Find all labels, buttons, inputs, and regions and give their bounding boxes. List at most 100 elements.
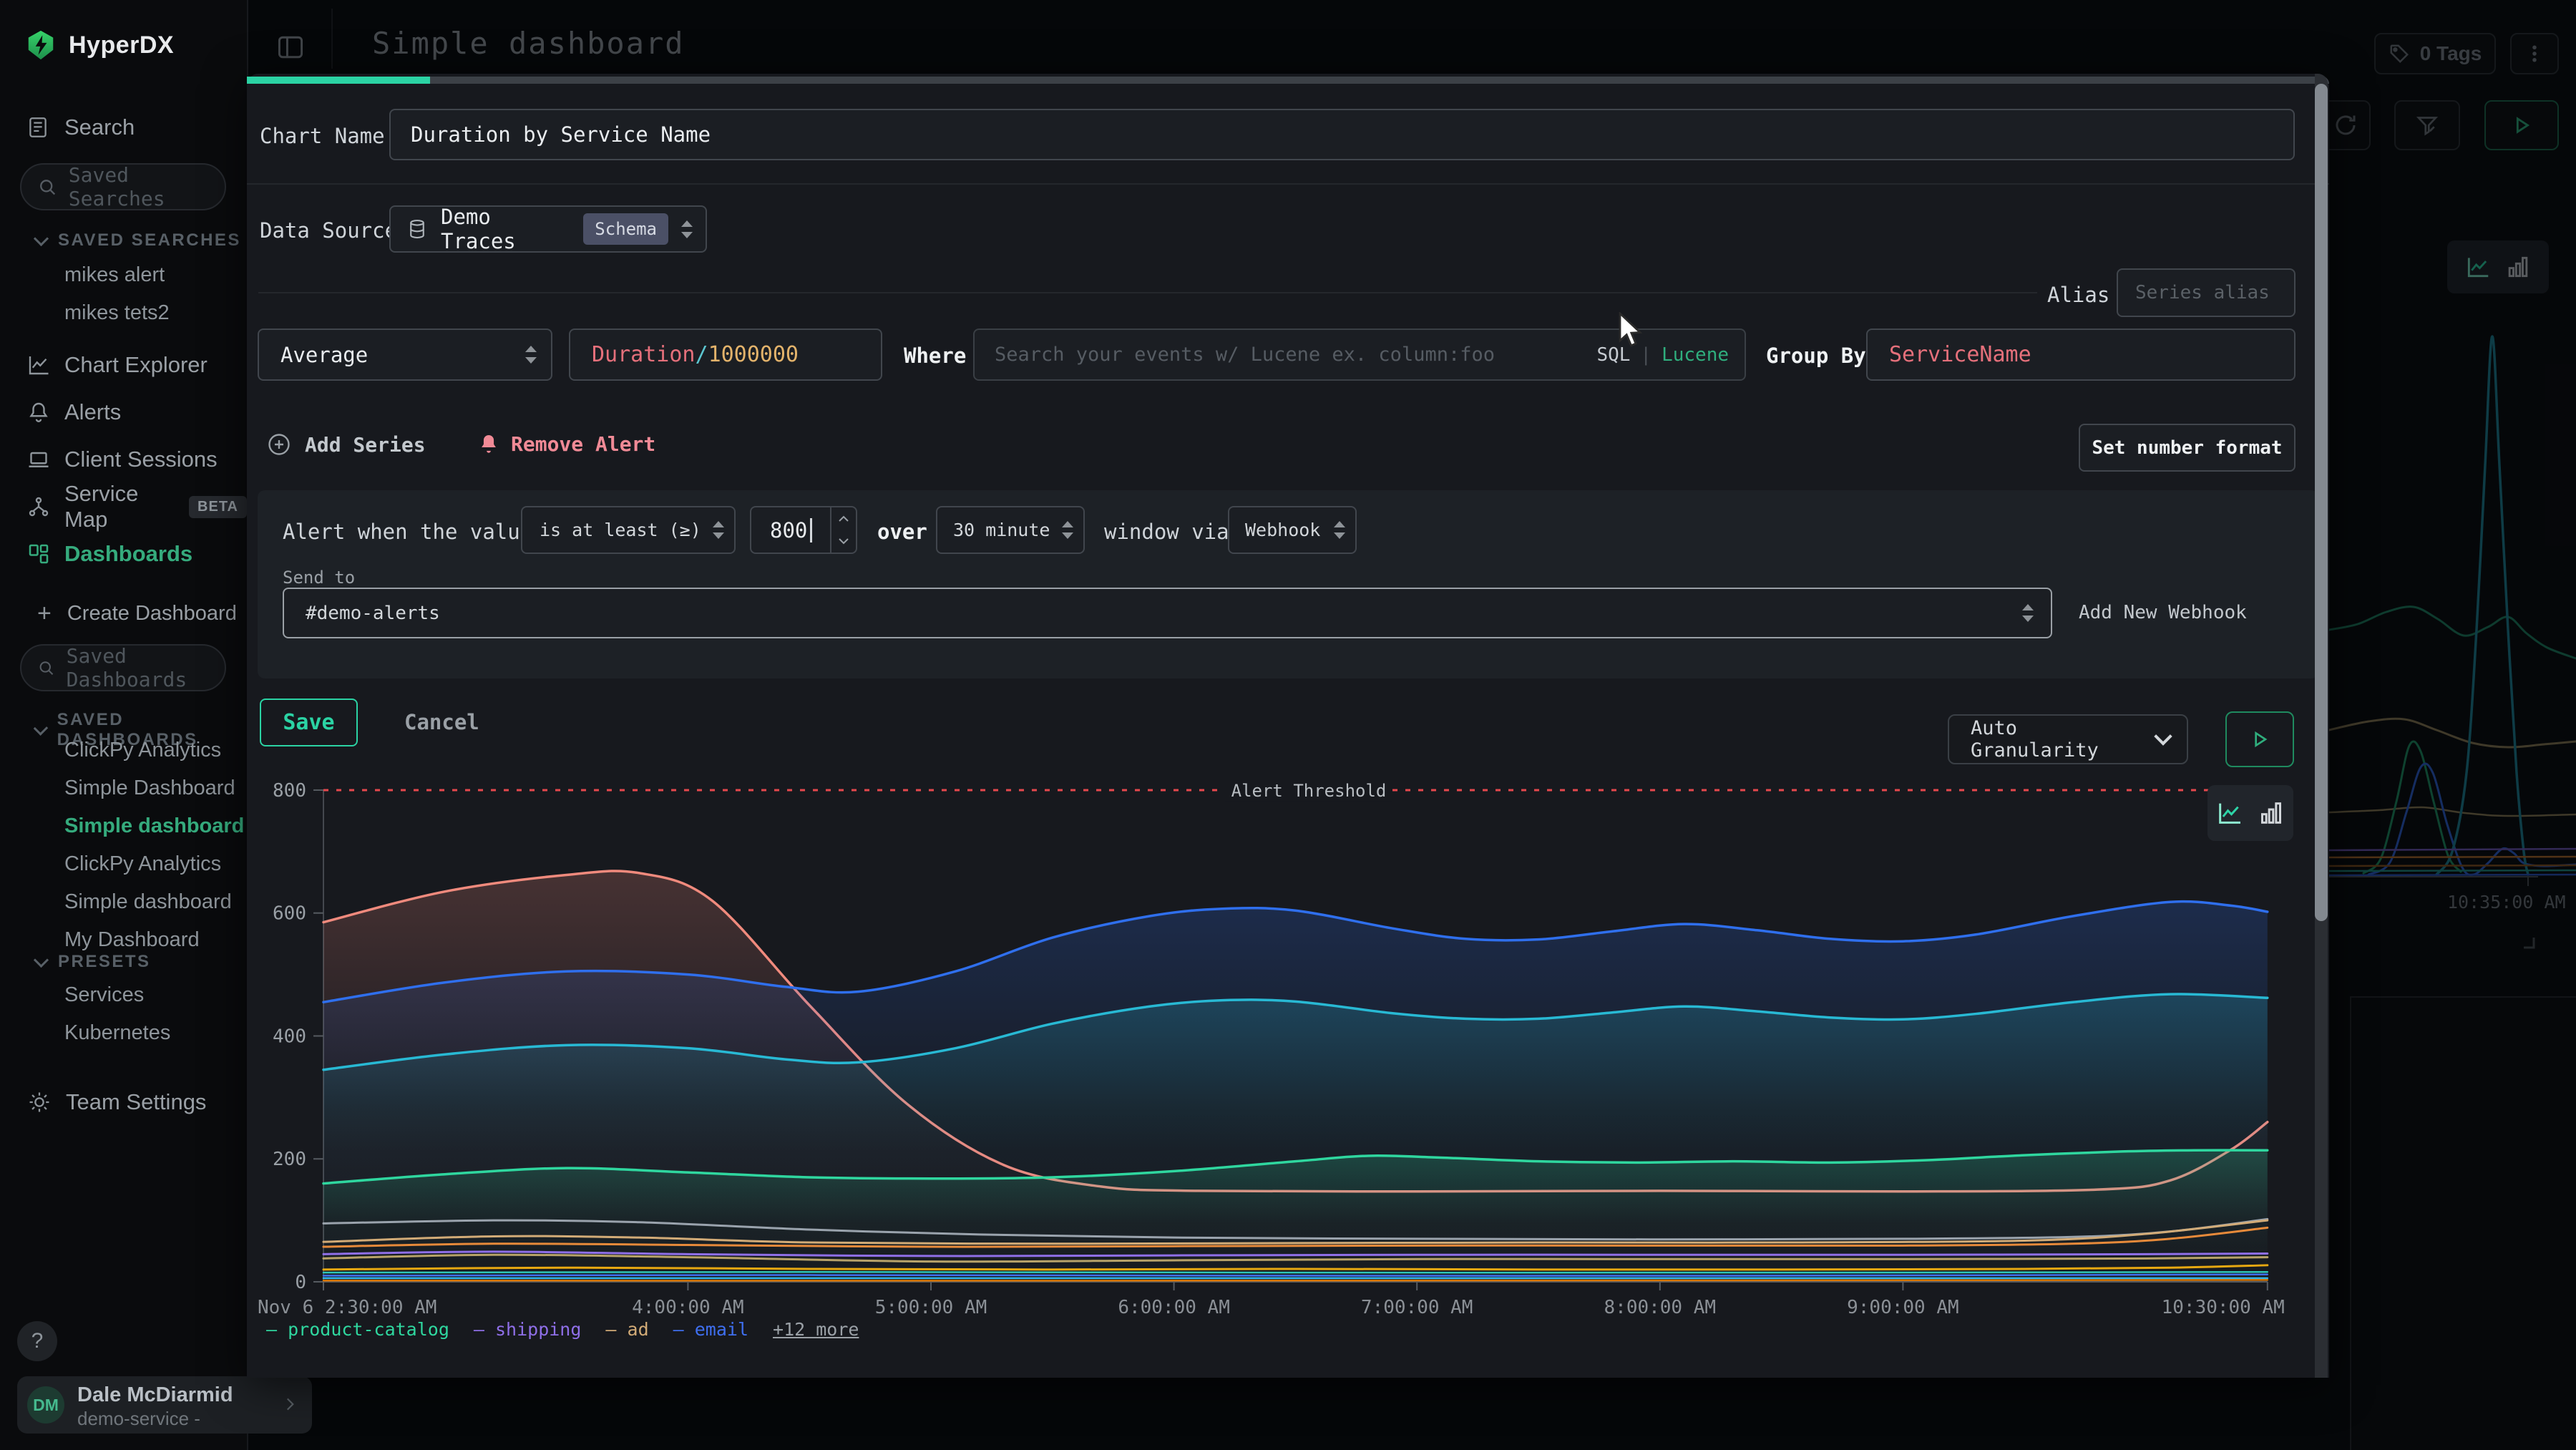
underlying-panel (2350, 996, 2576, 1450)
sidebar-item-team-settings[interactable]: Team Settings (27, 1089, 206, 1115)
plus-circle-icon (268, 434, 290, 455)
saved-dashboards-input[interactable]: Saved Dashboards (20, 644, 226, 691)
legend-item[interactable]: — email (673, 1319, 749, 1340)
expression-input[interactable]: Duration/1000000 (569, 329, 882, 381)
where-label: Where (904, 344, 967, 368)
header-divider (331, 9, 333, 69)
kebab-menu-button[interactable] (2510, 33, 2559, 74)
svg-text:Nov 6 2:30:00 AM: Nov 6 2:30:00 AM (258, 1297, 436, 1318)
filter-button[interactable] (2394, 100, 2460, 150)
saved-dashboards-header[interactable]: SAVED DASHBOARDS (33, 710, 247, 750)
sidebar-item-dashboards[interactable]: Dashboards (0, 531, 247, 577)
saved-searches-input[interactable]: Saved Searches (20, 163, 226, 210)
sidebar-item-chart-explorer[interactable]: Chart Explorer (0, 342, 247, 388)
saved-dashboards-list: ClickPy Analytics Simple Dashboard Simple … (0, 731, 247, 959)
modal-run-button[interactable] (2225, 711, 2294, 767)
select-chevrons-icon (681, 220, 693, 238)
saved-dashboard-item[interactable]: My Dashboard (64, 928, 200, 951)
chevron-down-icon (33, 230, 49, 246)
cancel-button[interactable]: Cancel (404, 710, 479, 734)
saved-dashboard-item[interactable]: Simple dashboard (64, 890, 232, 913)
legend-item[interactable]: — shipping (473, 1319, 582, 1340)
line-chart-icon[interactable] (2215, 799, 2244, 827)
bar-chart-icon[interactable] (2504, 253, 2532, 281)
alert-channel-select[interactable]: Webhook (1228, 506, 1357, 554)
svg-text:10:30:00 AM: 10:30:00 AM (2162, 1297, 2285, 1318)
data-source-select[interactable]: Demo Traces Schema (389, 205, 707, 253)
sidebar-item-service-map[interactable]: Service Map BETA (0, 481, 247, 532)
remove-alert-button[interactable]: Remove Alert (477, 432, 655, 456)
legend-item[interactable]: — product-catalog (266, 1319, 449, 1340)
divider (258, 292, 2037, 293)
set-number-format-button[interactable]: Set number format (2079, 424, 2296, 472)
svg-text:7:00:00 AM: 7:00:00 AM (1361, 1297, 1473, 1318)
sidebar-item-search[interactable]: Search (26, 115, 135, 140)
expression-field: Duration (592, 342, 696, 367)
tags-button-label: 0 Tags (2419, 42, 2482, 64)
select-chevrons-icon (1062, 521, 1073, 539)
user-menu[interactable]: DM Dale McDiarmid demo-service - (17, 1376, 312, 1434)
preset-item[interactable]: Kubernetes (64, 1021, 171, 1044)
collapse-sidebar-icon[interactable] (275, 31, 306, 63)
service-map-icon (26, 494, 52, 520)
resize-handle-icon[interactable] (2508, 930, 2537, 952)
saved-dashboard-item[interactable]: ClickPy Analytics (64, 852, 222, 875)
svg-text:5:00:00 AM: 5:00:00 AM (875, 1297, 987, 1318)
help-button[interactable]: ? (17, 1321, 57, 1361)
presets-header[interactable]: PRESETS (33, 952, 151, 972)
sidebar-item-alerts[interactable]: Alerts (0, 389, 247, 435)
add-series-button[interactable]: Add Series (266, 432, 426, 457)
aggregation-select[interactable]: Average (258, 329, 552, 381)
data-source-value: Demo Traces (441, 205, 516, 253)
select-chevrons-icon (2022, 604, 2034, 622)
underlying-x-axis-label: 10:35:00 AM (2447, 892, 2566, 913)
saved-dashboard-item[interactable]: Simple Dashboard (64, 777, 235, 799)
select-chevrons-icon (525, 346, 537, 364)
modal-scrollbar-thumb[interactable] (2315, 84, 2328, 921)
search-doc-icon (29, 117, 47, 137)
webhook-select[interactable]: #demo-alerts (283, 588, 2052, 638)
chart-name-input[interactable]: Duration by Service Name (389, 109, 2295, 160)
alert-threshold-input[interactable]: 800 (750, 506, 857, 554)
chevron-down-icon (33, 952, 49, 968)
preset-item[interactable]: Services (64, 983, 145, 1006)
saved-searches-header[interactable]: SAVED SEARCHES (33, 230, 241, 250)
save-button[interactable]: Save (260, 699, 358, 746)
legend-item[interactable]: — ad (605, 1319, 649, 1340)
alias-input[interactable]: Series alias (2117, 268, 2296, 317)
tags-button[interactable]: 0 Tags (2374, 33, 2496, 74)
bar-chart-icon[interactable] (2257, 799, 2285, 827)
chart-name-label: Chart Name (260, 124, 385, 148)
saved-search-item[interactable]: mikes alert (64, 263, 165, 286)
svg-text:Alert Threshold: Alert Threshold (1231, 781, 1387, 801)
add-new-webhook-link[interactable]: Add New Webhook (2079, 602, 2247, 623)
mouse-cursor (1619, 312, 1652, 352)
granularity-select[interactable]: Auto Granularity (1948, 714, 2188, 764)
svg-text:9:00:00 AM: 9:00:00 AM (1847, 1297, 1959, 1318)
where-placeholder: Search your events w/ Lucene ex. column:… (995, 344, 1495, 366)
group-by-input[interactable]: ServiceName (1866, 329, 2296, 381)
alert-condition-select[interactable]: is at least (≥) (521, 506, 736, 554)
chart-type-toggle[interactable] (2207, 785, 2293, 841)
saved-search-item[interactable]: mikes tets2 (64, 301, 170, 324)
chevron-right-icon (280, 1393, 299, 1415)
search-icon (39, 661, 54, 675)
run-query-button[interactable] (2484, 100, 2559, 150)
sidebar-item-client-sessions[interactable]: Client Sessions (0, 437, 247, 482)
create-dashboard-button[interactable]: + Create Dashboard (37, 600, 237, 627)
beta-badge: BETA (189, 495, 247, 518)
underlying-chart (2329, 229, 2576, 916)
saved-dashboard-item[interactable]: Simple dashboard (64, 814, 245, 837)
line-chart-icon[interactable] (2464, 253, 2492, 281)
expression-operator: / (695, 342, 708, 367)
plus-icon: + (37, 600, 52, 627)
legend-more-link[interactable]: +12 more (773, 1319, 859, 1340)
number-spinner[interactable] (830, 507, 856, 553)
alert-window-select[interactable]: 30 minute (936, 506, 1085, 554)
underlying-chart-type-toggle[interactable] (2447, 240, 2549, 293)
brand-logo[interactable]: HyperDX (24, 29, 174, 62)
alias-placeholder: Series alias (2135, 282, 2270, 303)
lucene-toggle[interactable]: Lucene (1662, 344, 1729, 366)
select-chevrons-icon (713, 521, 724, 539)
saved-dashboard-item[interactable]: ClickPy Analytics (64, 739, 222, 762)
